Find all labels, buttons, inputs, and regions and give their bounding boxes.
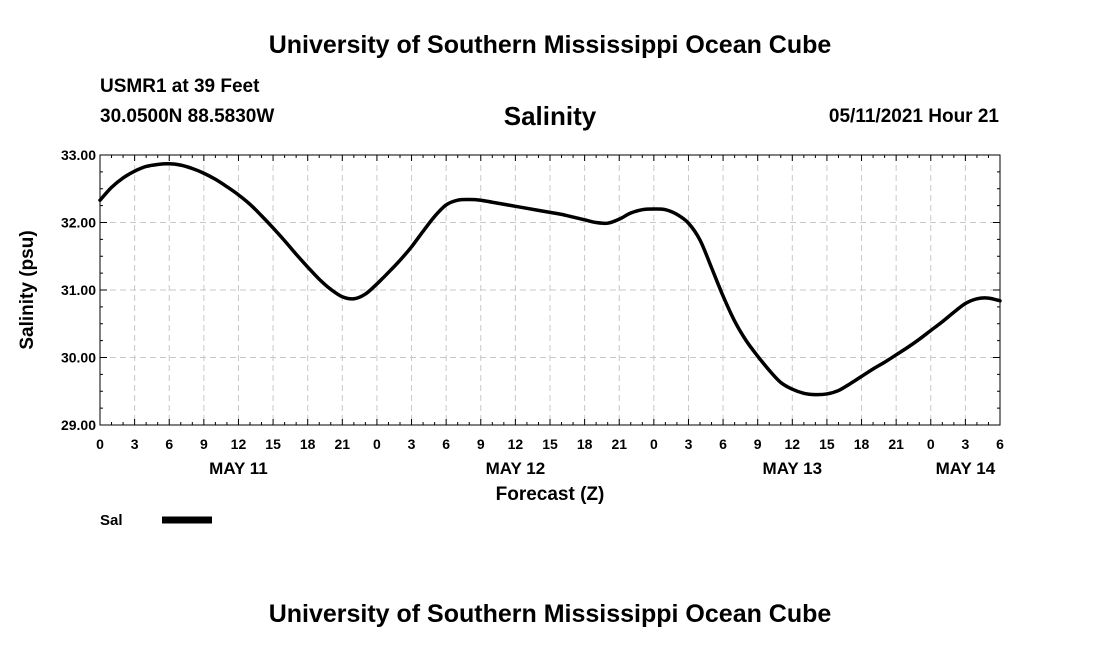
y-tick-label: 33.00 bbox=[61, 147, 96, 163]
chart-title: Salinity bbox=[503, 101, 597, 131]
x-tick-label: 3 bbox=[961, 436, 969, 452]
station-coordinates: 30.0500N 88.5830W bbox=[100, 106, 275, 127]
x-tick-label: 6 bbox=[442, 436, 450, 452]
x-tick-label: 15 bbox=[265, 436, 281, 452]
x-tick-label: 0 bbox=[927, 436, 935, 452]
x-tick-label: 0 bbox=[373, 436, 381, 452]
x-tick-label: 3 bbox=[685, 436, 693, 452]
x-tick-label: 12 bbox=[508, 436, 524, 452]
forecast-datetime: 05/11/2021 Hour 21 bbox=[828, 106, 999, 127]
x-tick-label: 15 bbox=[819, 436, 835, 452]
date-label: MAY 14 bbox=[936, 459, 996, 478]
plot-frame bbox=[99, 154, 1001, 426]
y-tick-label: 30.00 bbox=[61, 350, 96, 366]
x-tick-label: 6 bbox=[165, 436, 173, 452]
y-tick-label: 29.00 bbox=[61, 417, 96, 433]
x-tick-label: 6 bbox=[996, 436, 1004, 452]
x-tick-label: 9 bbox=[754, 436, 762, 452]
x-tick-label: 9 bbox=[200, 436, 208, 452]
y-tick-label: 31.00 bbox=[61, 282, 96, 298]
x-tick-label: 3 bbox=[408, 436, 416, 452]
footer-title: University of Southern Mississippi Ocean… bbox=[268, 600, 832, 628]
y-tick-label: 32.00 bbox=[61, 215, 96, 231]
x-tick-label: 21 bbox=[335, 436, 351, 452]
x-tick-label: 12 bbox=[785, 436, 801, 452]
x-tick-label: 21 bbox=[888, 436, 904, 452]
y-axis-label: Salinity (psu) bbox=[17, 230, 38, 349]
station-name: USMR1 at 39 Feet bbox=[100, 76, 260, 97]
date-label: MAY 13 bbox=[763, 459, 823, 478]
x-tick-label: 12 bbox=[231, 436, 247, 452]
tick-labels: 0 3 6 9 12 15 18 21 0 3 6 9 12 15 18 21 0 3 6 9 12 15 18 21 0 3 6 2… bbox=[61, 147, 1004, 478]
legend-label-sal: Sal bbox=[100, 512, 123, 529]
page-title: University of Southern Mississippi Ocean… bbox=[268, 31, 832, 59]
x-tick-label: 18 bbox=[300, 436, 316, 452]
series-line-sal bbox=[98, 162, 1002, 397]
x-axis-label: Forecast (Z) bbox=[496, 484, 605, 505]
grid-lines bbox=[100, 155, 1000, 425]
date-label: MAY 12 bbox=[486, 459, 546, 478]
x-tick-label: 3 bbox=[131, 436, 139, 452]
x-tick-label: 18 bbox=[577, 436, 593, 452]
x-tick-label: 6 bbox=[719, 436, 727, 452]
x-tick-label: 9 bbox=[477, 436, 485, 452]
x-tick-label: 21 bbox=[611, 436, 627, 452]
date-label: MAY 11 bbox=[209, 459, 268, 478]
x-tick-label: 0 bbox=[96, 436, 104, 452]
x-tick-label: 0 bbox=[650, 436, 658, 452]
x-tick-label: 15 bbox=[542, 436, 558, 452]
x-tick-label: 18 bbox=[854, 436, 870, 452]
